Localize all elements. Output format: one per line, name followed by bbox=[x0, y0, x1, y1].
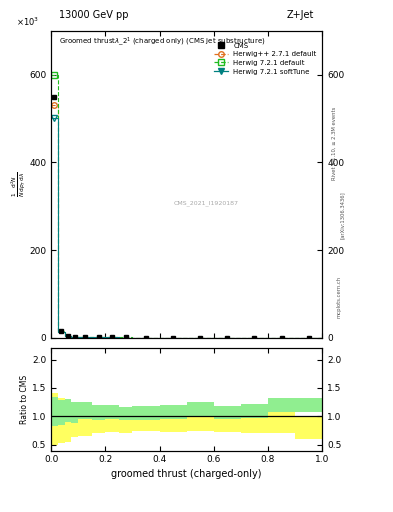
Y-axis label: $\frac{1}{N}\frac{\mathrm{d}^2N}{\mathrm{d}p_T\,\mathrm{d}\lambda}$: $\frac{1}{N}\frac{\mathrm{d}^2N}{\mathrm… bbox=[9, 172, 28, 197]
Text: 13000 GeV pp: 13000 GeV pp bbox=[59, 10, 129, 20]
Text: Z+Jet: Z+Jet bbox=[287, 10, 314, 20]
Text: mcplots.cern.ch: mcplots.cern.ch bbox=[336, 276, 341, 318]
Legend: CMS, Herwig++ 2.7.1 default, Herwig 7.2.1 default, Herwig 7.2.1 softTune: CMS, Herwig++ 2.7.1 default, Herwig 7.2.… bbox=[212, 40, 319, 77]
Text: Groomed thrust$\lambda\_2^1$ (charged only) (CMS jet substructure): Groomed thrust$\lambda\_2^1$ (charged on… bbox=[59, 35, 266, 48]
Text: Rivet 3.1.10, ≥ 2.3M events: Rivet 3.1.10, ≥ 2.3M events bbox=[332, 106, 337, 180]
Text: [arXiv:1306.3436]: [arXiv:1306.3436] bbox=[340, 191, 345, 239]
Text: CMS_2021_I1920187: CMS_2021_I1920187 bbox=[173, 200, 238, 206]
Text: $\times10^3$: $\times10^3$ bbox=[16, 15, 39, 28]
X-axis label: groomed thrust (charged-only): groomed thrust (charged-only) bbox=[112, 468, 262, 479]
Y-axis label: Ratio to CMS: Ratio to CMS bbox=[20, 375, 29, 424]
